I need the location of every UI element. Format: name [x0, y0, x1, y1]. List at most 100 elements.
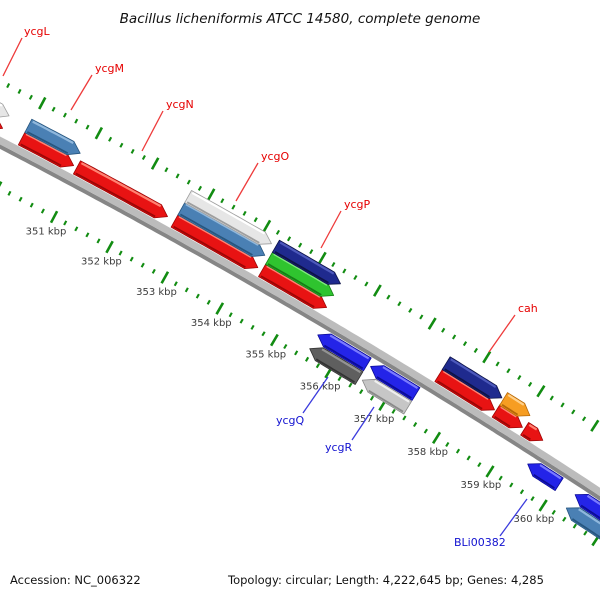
ruler-minor-tick-inner	[118, 250, 123, 256]
ruler-minor-tick-outer	[85, 124, 90, 130]
ruler-minor-tick-outer	[108, 136, 113, 142]
gene-arrow-highlight	[450, 358, 497, 389]
gene-arrow-shade	[267, 263, 322, 296]
ruler-minor-tick-outer	[364, 281, 369, 287]
ruler-major-tick-inner	[269, 333, 279, 347]
ruler-minor-tick-outer	[386, 294, 391, 300]
gene-arrow-highlight	[273, 252, 328, 286]
gene-label-ycgN[interactable]: ycgN	[166, 98, 194, 111]
ruler-minor-tick-outer	[74, 118, 79, 124]
ruler-major-tick-outer	[482, 350, 492, 364]
gene-arrow-highlight	[80, 162, 162, 208]
ruler-minor-tick-outer	[17, 88, 22, 94]
gene-arrow-highlight	[178, 215, 252, 258]
ruler-label-360-kbp: 360 kbp	[514, 514, 555, 525]
gene-arrow-ycgR-blue[interactable]	[370, 365, 421, 401]
ruler-minor-tick-inner	[477, 462, 482, 468]
gene-arrow-ycgO-silver[interactable]	[184, 190, 272, 245]
gene-arrow-highlight	[578, 508, 600, 525]
ruler-minor-tick-inner	[206, 299, 211, 305]
ruler-minor-tick-outer	[331, 261, 336, 268]
genome-backbone-shadow	[0, 144, 600, 501]
gene-label-cah[interactable]: cah	[518, 302, 538, 315]
ruler-label-359-kbp: 359 kbp	[461, 480, 502, 491]
gene-arrow-ycgP-navy[interactable]	[272, 239, 341, 285]
gene-callout-ycgQ	[302, 376, 329, 414]
ruler-minor-tick-inner	[239, 318, 244, 324]
gene-arrow-cah-navy[interactable]	[441, 356, 503, 399]
gene-arrow-shade	[580, 504, 600, 519]
ruler-minor-tick-outer	[186, 179, 191, 185]
gene-arrow-highlight	[539, 464, 562, 480]
gene-arrow-highlight	[185, 203, 259, 246]
ruler-minor-tick-inner	[402, 415, 407, 421]
gene-callout-ycgN	[141, 110, 164, 152]
ruler-minor-tick-outer	[342, 268, 347, 274]
gene-arrow-ycgM-steelblue[interactable]	[24, 118, 81, 156]
ruler-minor-tick-inner	[228, 312, 233, 318]
gene-label-ycgP[interactable]: ycgP	[344, 198, 371, 211]
gene-label-ycgO[interactable]: ycgO	[261, 150, 290, 163]
ruler-major-tick-inner	[431, 431, 442, 444]
gene-callout-BLi00382	[499, 498, 528, 537]
ruler-minor-tick-inner	[445, 441, 450, 447]
gene-label-ycgR[interactable]: ycgR	[325, 441, 353, 454]
ruler-minor-tick-inner	[18, 196, 23, 202]
ruler-label-358-kbp: 358 kbp	[407, 447, 448, 458]
gene-arrow-ycgL-red[interactable]	[0, 95, 3, 130]
ruler-major-tick-outer	[38, 96, 47, 110]
ruler-minor-tick-inner	[29, 202, 34, 208]
ruler-minor-tick-outer	[62, 112, 67, 118]
ruler-minor-tick-inner	[530, 496, 535, 502]
gene-arrow-highlight	[528, 423, 538, 431]
gene-callout-ycgO	[235, 162, 259, 202]
ruler-minor-tick-outer	[353, 274, 358, 281]
gene-arrow-gene-8-orange[interactable]	[499, 392, 531, 417]
gene-arrow-shade	[436, 380, 483, 410]
ruler-minor-tick-inner	[151, 268, 156, 274]
ruler-minor-tick-outer	[164, 167, 169, 173]
ruler-label-351-kbp: 351 kbp	[26, 227, 67, 238]
gene-arrow-ycgQ-blue[interactable]	[317, 333, 372, 372]
ruler-minor-tick-inner	[304, 356, 310, 362]
ruler-minor-tick-outer	[130, 148, 135, 154]
ruler-minor-tick-outer	[231, 204, 236, 210]
ruler-minor-tick-outer	[298, 242, 303, 248]
gene-label-ycgQ[interactable]: ycgQ	[276, 414, 305, 427]
gene-label-BLi00382[interactable]: BLi00382	[454, 536, 506, 549]
ruler-minor-tick-outer	[119, 142, 124, 148]
gene-arrow-shade	[173, 225, 246, 268]
ruler-minor-tick-outer	[495, 361, 500, 367]
gene-arrow-highlight	[279, 241, 335, 275]
gene-callout-ycgM	[70, 74, 93, 111]
ruler-minor-tick-inner	[498, 475, 503, 481]
ruler-minor-tick-inner	[551, 509, 556, 515]
ruler-minor-tick-inner	[562, 516, 567, 522]
ruler-minor-tick-outer	[397, 301, 402, 307]
ruler-minor-tick-inner	[466, 455, 471, 461]
ruler-minor-tick-inner	[294, 350, 299, 356]
gene-arrow-BLi00382-blue[interactable]	[527, 463, 564, 491]
gene-label-ycgL[interactable]: ycgL	[24, 25, 51, 38]
ruler-minor-tick-outer	[441, 327, 446, 333]
ruler-minor-tick-outer	[309, 249, 314, 255]
ruler-minor-tick-outer	[506, 368, 511, 374]
gene-arrow-ycgL-silver[interactable]	[0, 82, 10, 118]
ruler-minor-tick-outer	[51, 106, 56, 112]
ruler-minor-tick-inner	[261, 331, 266, 337]
gene-arrow-ycgR-lightgray[interactable]	[361, 378, 412, 415]
ruler-major-tick-inner	[0, 181, 3, 187]
ruler-minor-tick-outer	[528, 381, 533, 387]
ruler-major-tick-inner	[105, 240, 114, 254]
gene-arrow-ycgN-red[interactable]	[73, 160, 168, 219]
ruler-minor-tick-inner	[195, 293, 200, 299]
ruler-minor-tick-inner	[283, 343, 288, 350]
ruler-minor-tick-inner	[348, 382, 353, 388]
ruler-major-tick-inner	[49, 210, 59, 224]
ruler-minor-tick-outer	[473, 347, 478, 353]
gene-label-ycgM[interactable]: ycgM	[95, 62, 124, 75]
gene-arrow-highlight	[500, 405, 517, 418]
gene-arrow-ycgQ-darkgray[interactable]	[309, 347, 364, 385]
ruler-minor-tick-inner	[40, 208, 45, 214]
ruler-label-354-kbp: 354 kbp	[191, 318, 232, 329]
